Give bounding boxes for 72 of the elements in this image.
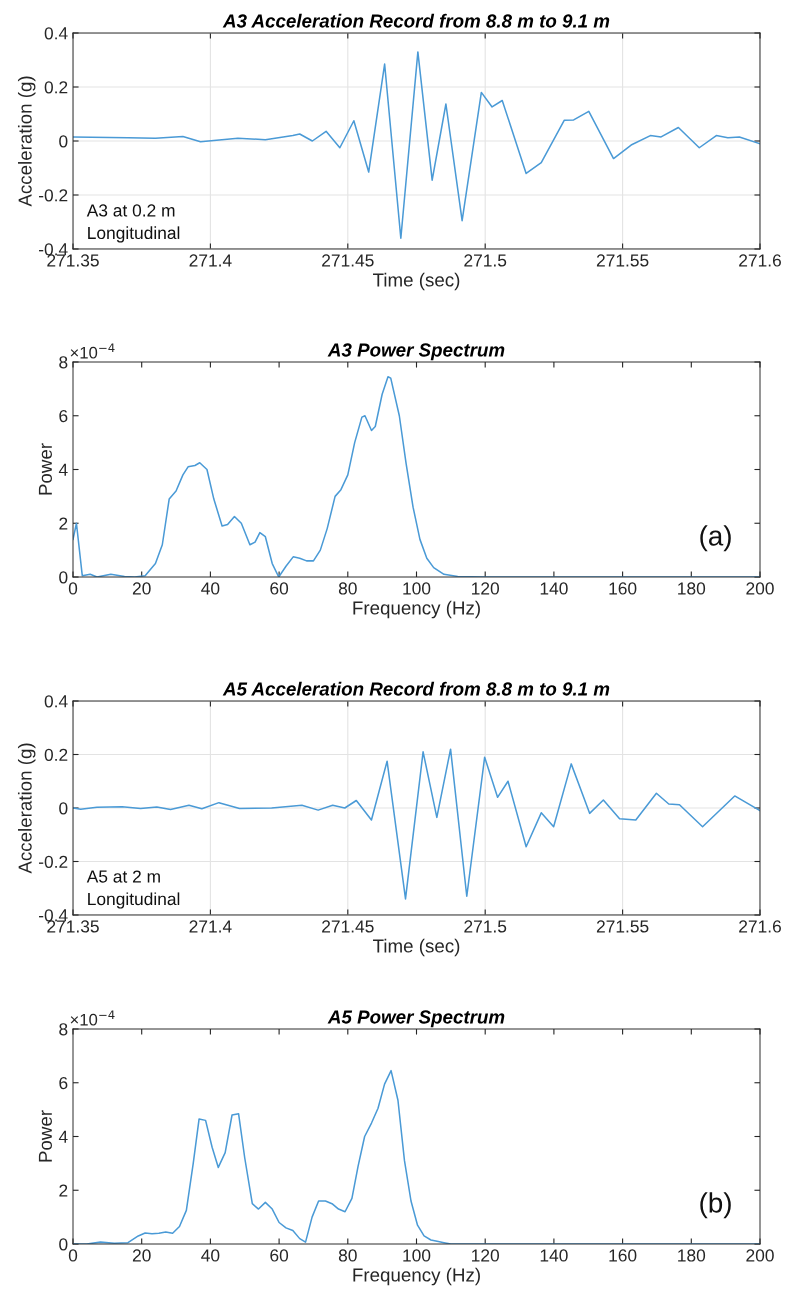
y-tick-label: 6 — [59, 409, 68, 423]
chart-title: A5 Power Spectrum — [327, 1010, 505, 1028]
x-tick-label: 271.5 — [464, 920, 507, 933]
y-tick-label: 6 — [59, 1076, 68, 1090]
y-axis-title: Acceleration (g) — [17, 743, 36, 874]
x-axis-title: Time (sec) — [373, 272, 460, 291]
annotation: (b) — [700, 1192, 731, 1219]
x-tick-label: 40 — [201, 1249, 220, 1262]
chart-title: A3 Acceleration Record from 8.8 m to 9.1 m — [222, 13, 610, 28]
chart-title: A5 Acceleration Record from 8.8 m to 9.1 m — [222, 681, 610, 696]
x-tick-label: 100 — [403, 1249, 431, 1262]
y-tick-label: 8 — [59, 1023, 68, 1036]
annotation: (a) — [700, 525, 731, 552]
y-tick-label: 0.4 — [44, 695, 68, 708]
text: ×10$^{−4}$ — [70, 1010, 115, 1026]
x-tick-label: 80 — [338, 582, 357, 595]
y-tick-label: 0.2 — [44, 748, 68, 761]
y-axis-title: Power — [38, 1110, 52, 1162]
x-axis-title: Time (sec) — [373, 938, 460, 957]
y-tick-label: -0.2 — [39, 855, 68, 868]
y-tick-label: 4 — [58, 463, 68, 476]
y-tick-label: 0.2 — [44, 81, 68, 94]
x-tick-label: 271.4 — [189, 920, 232, 933]
y-tick-label: -0.4 — [39, 909, 68, 922]
y-tick-label: -0.2 — [39, 189, 68, 202]
y-tick-label: -0.4 — [39, 243, 68, 256]
y-tick-label: 0 — [59, 1238, 68, 1251]
x-tick-label: 120 — [472, 1249, 500, 1262]
x-tick-label: 160 — [609, 582, 637, 595]
x-tick-label: 200 — [746, 1249, 774, 1262]
x-tick-label: 140 — [540, 1249, 568, 1262]
y-tick-label: 0 — [59, 571, 68, 584]
x-tick-label: 271.6 — [739, 254, 781, 267]
x-tick-label: 0 — [68, 582, 78, 595]
annotation: A3 at 0.2 m Longitudinal — [86, 204, 180, 243]
x-tick-label: 20 — [132, 582, 151, 595]
x-tick-label: 271.35 — [47, 920, 99, 933]
x-tick-label: 140 — [540, 582, 568, 595]
y-axis-title: Power — [38, 443, 52, 495]
x-tick-label: 271.45 — [322, 254, 374, 267]
x-tick-label: 271.6 — [739, 920, 781, 933]
x-tick-label: 180 — [678, 582, 706, 595]
x-tick-label: 80 — [338, 1249, 357, 1262]
y-tick-label: 0.4 — [44, 27, 68, 40]
x-tick-label: 160 — [609, 1249, 637, 1262]
x-tick-label: 271.35 — [47, 254, 99, 267]
x-tick-label: 271.55 — [596, 254, 649, 267]
x-tick-label: 20 — [132, 1249, 151, 1262]
y-tick-label: 2 — [59, 517, 68, 530]
x-tick-label: 200 — [746, 582, 774, 595]
y-tick-label: 8 — [59, 356, 68, 369]
x-tick-label: 60 — [270, 582, 289, 595]
y-tick-label: 0 — [59, 135, 68, 148]
y-axis-title: Acceleration (g) — [17, 76, 36, 207]
x-tick-label: 271.55 — [596, 920, 649, 933]
x-tick-label: 271.4 — [189, 254, 232, 267]
y-tick-label: 4 — [58, 1130, 68, 1143]
x-tick-label: 271.5 — [464, 254, 507, 267]
x-tick-label: 100 — [403, 582, 431, 595]
x-tick-label: 0 — [68, 1249, 78, 1262]
y-tick-label: 0 — [59, 802, 68, 815]
x-tick-label: 271.45 — [322, 920, 374, 933]
x-tick-label: 180 — [678, 1249, 706, 1262]
y-tick-label: 2 — [59, 1184, 68, 1197]
x-tick-label: 40 — [201, 582, 220, 595]
chart-title: A3 Power Spectrum — [327, 343, 505, 361]
x-tick-label: 60 — [270, 1249, 289, 1262]
text: ×10$^{−4}$ — [70, 343, 115, 359]
x-axis-title: Frequency (Hz) — [353, 1267, 480, 1286]
annotation: A5 at 2 m Longitudinal — [86, 870, 180, 909]
x-axis-title: Frequency (Hz) — [353, 600, 480, 619]
x-tick-label: 120 — [472, 582, 500, 595]
